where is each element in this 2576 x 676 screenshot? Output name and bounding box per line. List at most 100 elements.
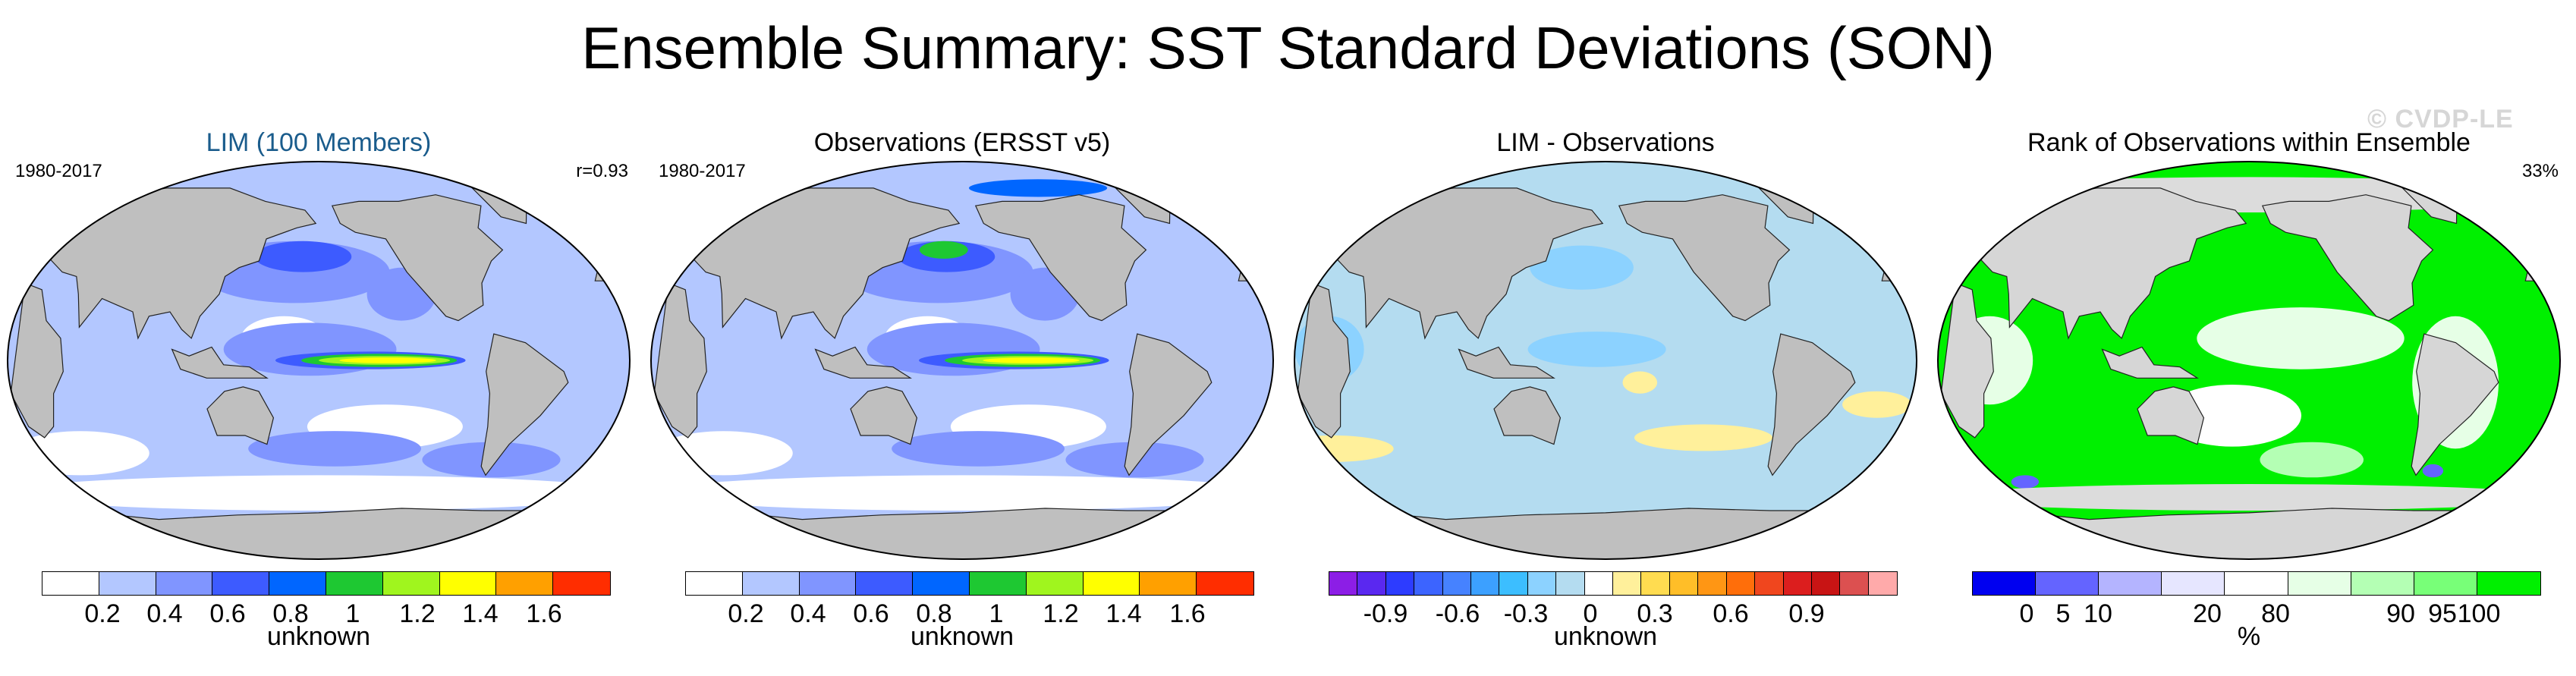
land-mass [974, 194, 1147, 322]
colorbar-tick-label: -0.6 [1435, 599, 1480, 628]
map-outline [650, 161, 1274, 560]
colorbar-box [2036, 572, 2099, 595]
panel-1: LIM (100 Members) 1980-2017 r=0.93 0.2 0.4 0.… [0, 114, 637, 676]
colorbar-box [2099, 572, 2162, 595]
colorbar-ticks: 0.2 0.4 0.6 0.8 1 1.2 1.4 1.6 [685, 599, 1254, 630]
field-pos-diff [1622, 371, 1658, 394]
colorbar-tick-label: 0.6 [209, 599, 246, 628]
land-mass [814, 346, 912, 379]
colorbar-box [496, 572, 554, 595]
colorbar-tick-label: -0.9 [1363, 599, 1408, 628]
colorbar-tick-label: 5 [2055, 599, 2071, 628]
land-mass [2411, 333, 2499, 476]
colorbar-tick-label: 1 [345, 599, 360, 628]
colorbar-box [2477, 572, 2540, 595]
land-mass [1767, 333, 1856, 476]
colorbar-tick-label: 1.2 [1043, 599, 1079, 628]
colorbar-unit-label: unknown [266, 622, 371, 651]
colorbar-box [156, 572, 213, 595]
colorbar-tick-label: 1.6 [526, 599, 562, 628]
colorbar-box [1556, 572, 1585, 595]
stat-label: 33% [2521, 161, 2559, 181]
land-mass [685, 187, 961, 340]
colorbar-box [1726, 572, 1756, 595]
land-mass [171, 346, 269, 379]
colorbar-tick-label: 1.2 [399, 599, 436, 628]
colorbar-box [269, 572, 326, 595]
colorbar [685, 571, 1254, 596]
field-high-sd [254, 241, 352, 272]
land-mass [480, 333, 569, 476]
field-pos-diff [1634, 424, 1773, 451]
land-mass [2261, 194, 2434, 322]
land-mass [42, 187, 317, 340]
map-outline [1294, 161, 1917, 560]
colorbar-box [1386, 572, 1415, 595]
panel-title: Rank of Observations within Ensemble [2027, 128, 2471, 157]
colorbar-tick-label: 80 [2261, 599, 2290, 628]
field-ice [1938, 177, 2560, 212]
colorbar-box [1783, 572, 1812, 595]
colorbar-tick-label: 0.4 [146, 599, 183, 628]
land-mass [1297, 282, 1351, 439]
colorbar-tick-label: 100 [2457, 599, 2501, 628]
panel-title: Observations (ERSST v5) [813, 128, 1111, 157]
land-mass [1618, 194, 1791, 322]
map-outline [7, 161, 631, 560]
colorbar-box [1669, 572, 1699, 595]
colorbar-tick-label: 0.8 [916, 599, 952, 628]
panel-2: Observations (ERSST v5) 1980-2017 0.2 0.4 0.… [643, 114, 1281, 676]
colorbar-box [799, 572, 857, 595]
field-low-rank [2422, 464, 2444, 478]
colorbar-tick-label: 0.4 [790, 599, 826, 628]
colorbar-tick-label: 0.2 [84, 599, 121, 628]
colorbar-box [439, 572, 497, 595]
panel-title: LIM (100 Members) [206, 128, 432, 157]
land-mass [206, 386, 275, 445]
land-mass [1940, 282, 1994, 439]
colorbar-box [2288, 572, 2351, 595]
field-high-sd [969, 179, 1108, 197]
land-mass [1124, 333, 1213, 476]
land-mass [1972, 187, 2247, 340]
colorbar-tick-label: 1 [989, 599, 1004, 628]
colorbar-box [42, 572, 99, 595]
field-low-rank [2011, 475, 2040, 489]
colorbar-ticks: 0.2 0.4 0.6 0.8 1 1.2 1.4 1.6 [42, 599, 611, 630]
colorbar-ticks: -0.9 -0.6 -0.3 0 0.3 0.6 0.9 [1329, 599, 1898, 630]
colorbar-box [1755, 572, 1784, 595]
land-mass [10, 282, 64, 439]
colorbar-box [1811, 572, 1841, 595]
colorbar-tick-label: 20 [2193, 599, 2222, 628]
watermark: © CVDP-LE [2367, 105, 2514, 134]
colorbar-box [99, 572, 156, 595]
colorbar-box [1026, 572, 1084, 595]
colorbar-tick-label: 1.4 [462, 599, 499, 628]
field-high-sd [919, 241, 968, 259]
colorbar-box [1499, 572, 1528, 595]
colorbar-box [913, 572, 970, 595]
land-mass [850, 386, 918, 445]
panel-title: LIM - Observations [1496, 128, 1715, 157]
land-mass [2101, 346, 2199, 379]
map [1937, 161, 2561, 560]
colorbar-box [2225, 572, 2288, 595]
colorbar-box [1442, 572, 1472, 595]
colorbar-tick-label: 1.6 [1169, 599, 1206, 628]
colorbar-unit-label: % [2237, 622, 2261, 651]
map [1294, 161, 1917, 560]
field-ice [1938, 484, 2560, 511]
colorbar-box [1357, 572, 1386, 595]
colorbar-box [1641, 572, 1670, 595]
colorbar-box [686, 572, 743, 595]
field-mid-sd [248, 431, 421, 467]
colorbar-box [2162, 572, 2225, 595]
field-low-sd [651, 475, 1273, 511]
colorbar [1972, 571, 2541, 596]
field-enso [983, 357, 1080, 363]
panel-3: LIM - Observations -0.9 -0.6 -0.3 0 0.3 0.6 0.9… [1287, 114, 1924, 676]
colorbar-box [1471, 572, 1500, 595]
field-mid-rank [2197, 307, 2405, 369]
field-neg-diff [1527, 332, 1666, 367]
colorbar-tick-label: 0.6 [853, 599, 889, 628]
